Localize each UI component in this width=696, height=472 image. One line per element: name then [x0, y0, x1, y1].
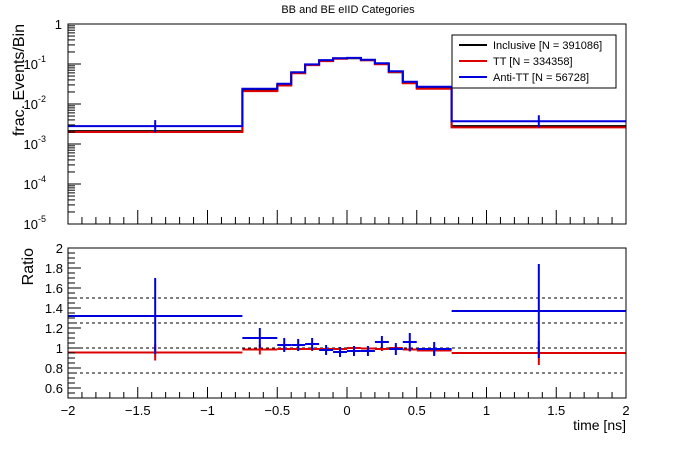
distribution-y-tick-exponent: -4	[38, 174, 46, 184]
legend-label-1: TT [N = 334358]	[493, 56, 573, 68]
ratio-reference-lines	[68, 297, 626, 374]
ratio-x-tick-label: −2	[61, 403, 76, 418]
plot-title: BB and BE eIID Categories	[281, 4, 415, 16]
ratio-series-1-point	[416, 342, 452, 356]
ratio-x-tick-label: 1	[483, 403, 490, 418]
distribution-y-tick-exponent: -5	[38, 214, 46, 224]
ratio-y-tick-label: 0.6	[45, 381, 63, 396]
ratio-x-tick-label: −1.5	[125, 403, 151, 418]
ratio-y-tick-label: 1.8	[45, 261, 63, 276]
distribution-y-tick-exponent: -2	[38, 94, 46, 104]
ratio-x-label: time [ns]	[573, 417, 626, 433]
distribution-y-tick-label: 10-5	[24, 214, 46, 232]
legend: Inclusive [N = 391086] TT [N = 334358] Ant…	[451, 34, 617, 89]
distribution-y-tick-label: 10-4	[24, 174, 46, 192]
ratio-series-1-point	[277, 338, 292, 352]
ratio-series-1-point	[360, 346, 375, 356]
distribution-series-2-line	[68, 56, 626, 128]
ratio-series-1-point	[291, 339, 306, 351]
ratio-series-1-point	[347, 346, 361, 356]
ratio-y-tick-label: 1.4	[45, 301, 63, 316]
ratio-series-group	[68, 264, 626, 365]
ratio-axis-ticks: 0.6 0.8 1 1.2 1.4 1.6 1.8 2 −2 −1.5 −1 −0.5 0 0.5 1 1.5…	[45, 241, 630, 418]
ratio-x-tick-label: −0.5	[264, 403, 290, 418]
ratio-series-1-point	[402, 333, 417, 351]
ratio-series-1-point	[242, 328, 278, 348]
ratio-series-1-point	[451, 264, 626, 358]
legend-label-0: Inclusive [N = 391086]	[493, 40, 602, 52]
ratio-y-tick-label: 1.2	[45, 321, 63, 336]
legend-label-2: Anti-TT [N = 56728]	[493, 72, 589, 84]
distribution-y-label: frac. Events/Bin	[11, 24, 28, 136]
ratio-series-1-point	[374, 336, 389, 348]
ratio-panel: 0.6 0.8 1 1.2 1.4 1.6 1.8 2 −2 −1.5 −1 −0.5 0 0.5 1 1.5…	[20, 241, 630, 433]
distribution-y-tick-label: 1	[55, 17, 62, 32]
ratio-y-tick-label: 0.8	[45, 361, 63, 376]
distribution-axis-ticks: 10-510-410-310-210-11	[24, 17, 627, 232]
distribution-series-group	[68, 56, 626, 133]
ratio-series-1-point	[388, 343, 403, 355]
distribution-panel: 10-510-410-310-210-11 frac. Events/Bin I…	[11, 17, 627, 232]
ratio-x-tick-label: 2	[622, 403, 629, 418]
ratio-y-tick-label: 1	[56, 341, 63, 356]
distribution-y-tick-exponent: -1	[38, 54, 46, 64]
ratio-x-tick-label: 0.5	[408, 403, 426, 418]
ratio-series-1-point	[68, 278, 243, 354]
ratio-series-1-point	[319, 345, 334, 355]
ratio-y-label: Ratio	[20, 248, 37, 285]
ratio-x-tick-label: 1.5	[547, 403, 565, 418]
ratio-y-tick-label: 1.6	[45, 281, 63, 296]
ratio-series-1-point	[305, 338, 320, 350]
ratio-y-tick-label: 2	[56, 241, 63, 256]
ratio-series-1-point	[333, 347, 347, 357]
ratio-x-tick-label: −1	[200, 403, 215, 418]
distribution-y-tick-exponent: -3	[38, 134, 46, 144]
ratio-x-tick-label: 0	[343, 403, 350, 418]
